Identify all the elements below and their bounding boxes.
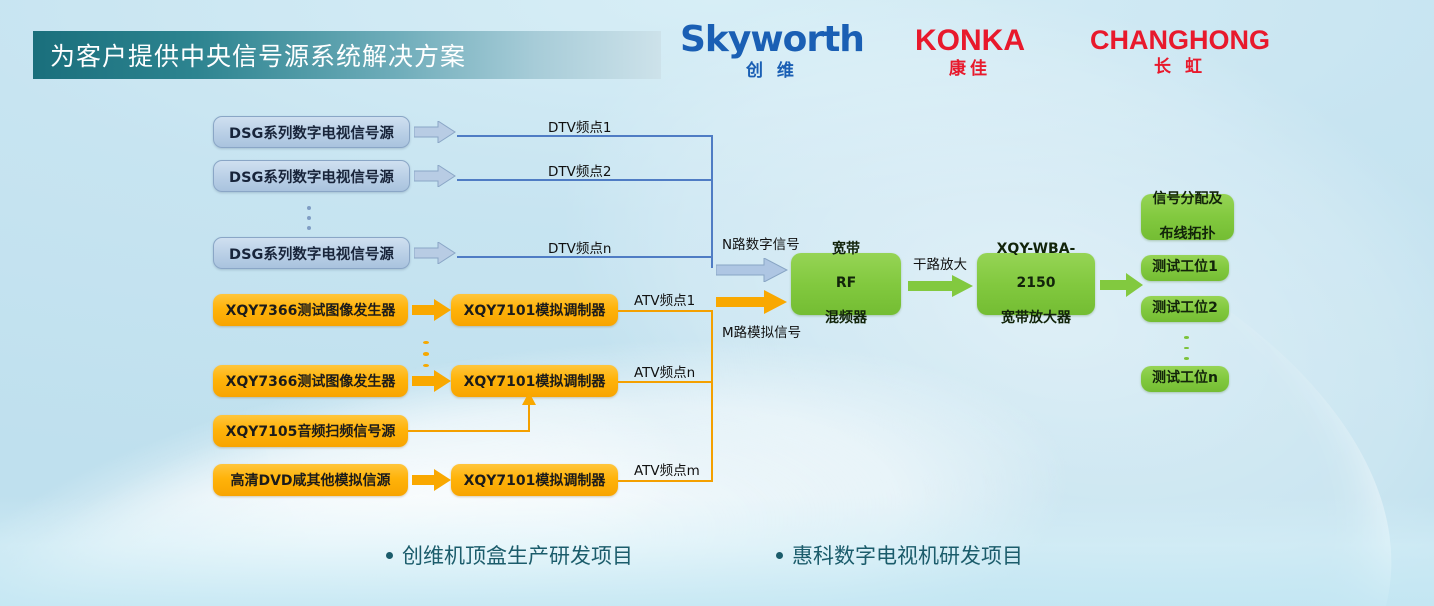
arrow-digital-into-mixer: [716, 258, 788, 282]
node-broadband-amplifier[interactable]: XQY-WBA- 2150 宽带放大器: [977, 241, 1095, 326]
edge-label-atv-1: ATV频点1: [634, 293, 696, 309]
link-atv-m: [618, 480, 713, 482]
footer-bullet-1: 创维机顶盒生产研发项目: [386, 540, 633, 570]
node-pattern-generator-1[interactable]: XQY7366测试图像发生器: [213, 294, 408, 326]
slide-title-bar: 为客户提供中央信号源系统解决方案: [33, 31, 661, 79]
node-audio-sweep-source[interactable]: XQY7105音频扫频信号源: [213, 415, 408, 447]
logo-konka-wordmark: KONKA: [915, 24, 1025, 57]
node-label: 测试工位2: [1152, 300, 1218, 317]
arrow-analog-into-mixer: [716, 290, 788, 314]
node-label: XQY7105音频扫频信号源: [225, 424, 396, 440]
node-signal-distribution[interactable]: 信号分配及 布线拓扑: [1141, 191, 1234, 242]
bus-label-analog: M路模拟信号: [722, 325, 802, 341]
footer-bullet-2: 惠科数字电视机研发项目: [776, 540, 1023, 570]
logo-changhong-cn: 长 虹: [1154, 57, 1206, 77]
edge-label-dtv-n: DTV频点n: [548, 241, 612, 257]
bus-analog-vertical: [711, 310, 713, 482]
brand-logo-row: Skyworth 创 维 KONKA 康佳 CHANGHONG 长 虹: [640, 18, 1300, 88]
node-line-3: 宽带放大器: [1001, 309, 1071, 326]
node-label: XQY7366测试图像发生器: [225, 374, 396, 390]
link-audio-horizontal: [408, 430, 530, 432]
logo-konka-cn: 康佳: [949, 59, 991, 79]
footer-bullet-row: 创维机顶盒生产研发项目 惠科数字电视机研发项目: [386, 540, 1086, 574]
bullet-dot-icon: [776, 551, 783, 559]
bus-digital-vertical: [711, 135, 713, 257]
arrow-gen-2-to-mod-2: [412, 370, 452, 392]
node-label: DSG系列数字电视信号源: [229, 169, 394, 186]
node-modulator-1[interactable]: XQY7101模拟调制器: [451, 294, 618, 326]
footer-bullet-1-label: 创维机顶盒生产研发项目: [402, 544, 633, 568]
logo-changhong: CHANGHONG 长 虹: [1090, 27, 1270, 76]
logo-skyworth: Skyworth 创 维: [680, 19, 865, 81]
edge-label-trunk-amp: 干路放大: [913, 257, 967, 273]
node-dvd-source[interactable]: 高清DVD咸其他模拟信源: [213, 464, 408, 496]
logo-changhong-wordmark: CHANGHONG: [1090, 25, 1270, 55]
link-atv-1: [618, 310, 713, 312]
node-label: DSG系列数字电视信号源: [229, 125, 394, 142]
node-line-1: XQY-WBA-: [996, 241, 1076, 258]
bullet-dot-icon: [386, 551, 393, 559]
link-dtv-2: [457, 179, 713, 181]
logo-skyworth-cn: 创 维: [746, 61, 798, 81]
node-pattern-generator-2[interactable]: XQY7366测试图像发生器: [213, 365, 408, 397]
node-amplifier-label: XQY-WBA- 2150 宽带放大器: [977, 241, 1095, 326]
arrow-dsg-n-out: [414, 242, 456, 264]
bus-digital-drop: [711, 256, 713, 268]
background-bottom-fade: [0, 496, 1434, 606]
node-test-station-2[interactable]: 测试工位2: [1141, 296, 1229, 322]
link-atv-n: [618, 381, 713, 383]
node-modulator-3[interactable]: XQY7101模拟调制器: [451, 464, 618, 496]
node-line-1: 宽带: [832, 241, 860, 258]
node-label: XQY7366测试图像发生器: [225, 303, 396, 319]
logo-skyworth-wordmark: Skyworth: [680, 19, 865, 60]
page-title: 为客户提供中央信号源系统解决方案: [50, 42, 467, 71]
node-label: XQY7101模拟调制器: [463, 374, 606, 390]
node-label: 高清DVD咸其他模拟信源: [230, 473, 391, 489]
footer-bullet-2-label: 惠科数字电视机研发项目: [792, 544, 1023, 568]
edge-label-atv-n: ATV频点n: [634, 365, 696, 381]
arrow-dsg-2-out: [414, 165, 456, 187]
node-test-station-1[interactable]: 测试工位1: [1141, 255, 1229, 281]
edge-label-atv-m: ATV频点m: [634, 463, 700, 479]
logo-konka: KONKA 康佳: [915, 26, 1025, 78]
node-dsg-source-2[interactable]: DSG系列数字电视信号源: [213, 160, 410, 192]
node-label: 测试工位n: [1152, 370, 1218, 387]
node-line-2: 布线拓扑: [1159, 225, 1216, 242]
arrow-gen-1-to-mod-1: [412, 299, 452, 321]
node-line-1: 信号分配及: [1152, 191, 1223, 208]
link-dtv-n: [457, 256, 713, 258]
node-rf-mixer-label: 宽带 RF 混频器: [791, 241, 901, 326]
arrow-dvd-to-mod-3: [412, 469, 452, 491]
node-test-station-n[interactable]: 测试工位n: [1141, 366, 1229, 392]
node-label: DSG系列数字电视信号源: [229, 246, 394, 263]
node-dsg-source-n[interactable]: DSG系列数字电视信号源: [213, 237, 410, 269]
edge-label-dtv-2: DTV频点2: [548, 164, 612, 180]
node-modulator-2[interactable]: XQY7101模拟调制器: [451, 365, 618, 397]
arrow-dsg-1-out: [414, 121, 456, 143]
arrow-audio-into-mod-2: [522, 392, 536, 406]
ellipsis-test-stations: [1182, 332, 1190, 364]
link-dtv-1: [457, 135, 713, 137]
node-rf-mixer[interactable]: 宽带 RF 混频器: [791, 241, 901, 326]
link-audio-vertical: [528, 404, 530, 432]
arrow-amplifier-to-distribution: [1100, 273, 1144, 297]
arrow-mixer-to-amplifier: [908, 275, 974, 297]
node-line-3: 混频器: [825, 309, 867, 326]
node-line-2: RF: [835, 275, 857, 292]
node-distribution-label: 信号分配及 布线拓扑: [1141, 191, 1234, 242]
node-label: 测试工位1: [1152, 259, 1218, 276]
node-label: XQY7101模拟调制器: [463, 303, 606, 319]
edge-label-dtv-1: DTV频点1: [548, 120, 612, 136]
ellipsis-dsg-sources: [305, 203, 313, 233]
node-label: XQY7101模拟调制器: [463, 473, 606, 489]
ellipsis-analog-chain: [422, 337, 430, 371]
bus-label-digital: N路数字信号: [722, 237, 800, 253]
node-dsg-source-1[interactable]: DSG系列数字电视信号源: [213, 116, 410, 148]
node-line-2: 2150: [1016, 275, 1056, 292]
